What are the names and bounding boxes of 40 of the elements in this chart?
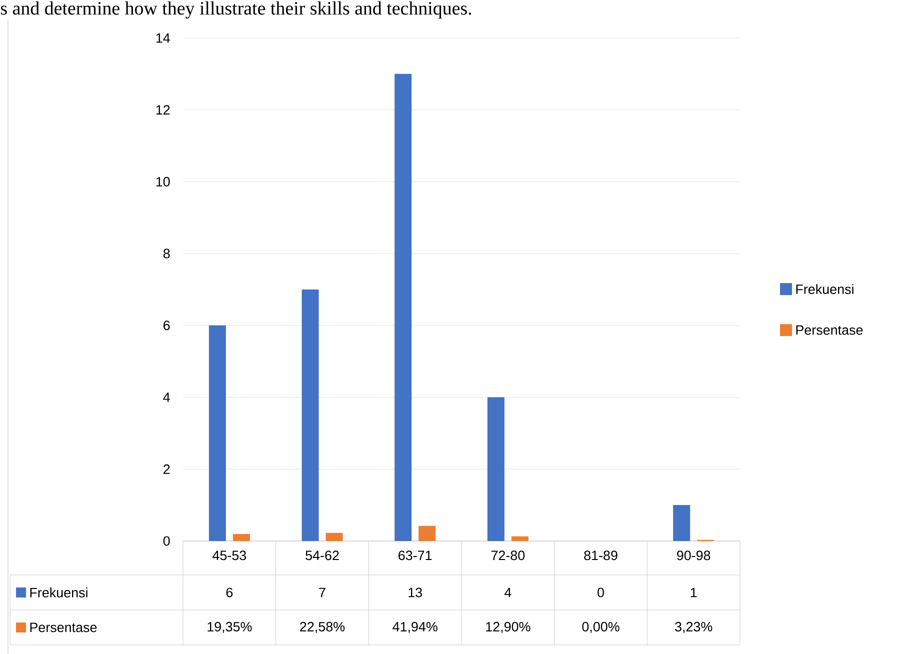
bar [418,526,436,541]
bar [326,532,343,541]
x-tick-label: 72-80 [491,550,525,560]
data-label: 6 [226,588,233,598]
x-tick-label: 63-71 [398,550,432,560]
data-label: 13 [408,588,422,598]
data-label: 41,94% [392,622,438,634]
y-tick-label: 0 [163,536,170,546]
y-tick-label: 6 [164,320,170,330]
legend-label: Persentase [30,622,97,632]
x-tick-label: 54-62 [306,550,339,560]
y-tick-label: 4 [163,392,170,402]
bar [232,534,250,541]
y-tick-label: 8 [163,248,170,258]
data-label: 12,90% [486,622,530,634]
data-label: 4 [504,588,512,598]
y-tick-label: 12 [156,105,170,115]
x-tick-label: 90-98 [677,550,710,560]
data-label: 3,23% [675,622,712,634]
data-label: 0 [598,588,604,598]
y-tick-label: 10 [156,176,170,186]
x-tick-label: 81-89 [584,550,618,560]
bar [511,536,528,541]
x-tick-label: 45-53 [212,550,246,560]
bar [394,74,412,541]
bar [208,325,226,541]
text: s and determine how they illustrate their skills and techniques. [0,1,472,19]
text: Persentase [796,325,863,335]
data-label: 22,58% [300,622,345,634]
data-label: 0,00% [582,622,620,634]
text: Frekuensi [30,588,88,598]
data-label: 1 [690,588,697,598]
bar [673,505,690,541]
data-label: 7 [319,588,326,598]
bar [302,289,319,541]
bar [487,397,504,541]
legend-label: Frekuensi [796,284,854,294]
y-tick-label: 14 [156,33,170,43]
data-label: 19,35% [208,622,252,634]
y-tick-label: 2 [164,464,170,474]
